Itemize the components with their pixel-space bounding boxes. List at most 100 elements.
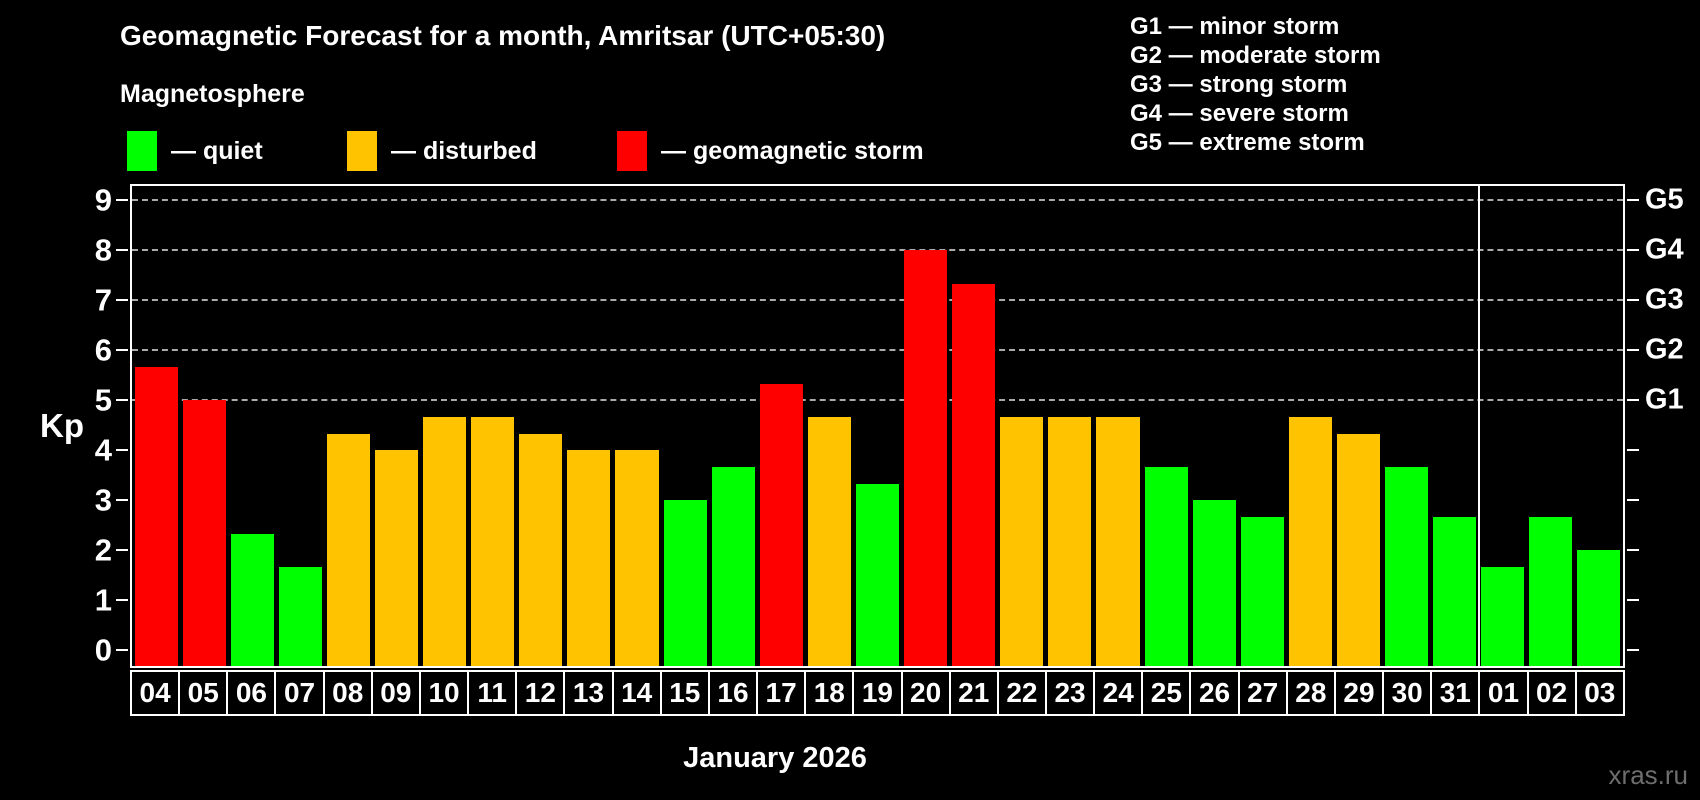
bar-day-18	[807, 416, 851, 666]
bar-day-06	[230, 533, 274, 666]
legend-label-quiet: — quiet	[171, 136, 263, 165]
y-tick-label-5: 5	[94, 382, 112, 418]
day-label-16: 16	[707, 672, 756, 714]
g-scale-label-g5: G5	[1645, 183, 1684, 216]
tick-right-mark-kp-3	[1627, 499, 1639, 501]
day-label-15: 15	[659, 672, 708, 714]
day-label-04: 04	[139, 677, 171, 708]
y-tick-label-3: 3	[94, 482, 112, 518]
bar-day-15	[663, 500, 707, 666]
bar-day-22	[1000, 416, 1044, 666]
g-scale-legend: G1 — minor storm G2 — moderate storm G3 …	[1130, 12, 1381, 157]
gridline-kp-5	[132, 399, 1623, 401]
x-axis-title-month: January 2026	[683, 742, 867, 774]
g-scale-label-g1: G1	[1645, 383, 1684, 416]
day-label-26: 26	[1189, 672, 1237, 714]
day-axis-row: 04 05 06 07 08 09 10 11 12 13 14 15 16 17 18 19 20 21 22 23…	[130, 670, 1625, 716]
day-label-25: 25	[1141, 672, 1189, 714]
legend-label-disturbed: — disturbed	[391, 136, 537, 165]
bar-day-25	[1144, 466, 1188, 666]
y-tick-label-8: 8	[94, 232, 112, 268]
tick-right-mark-kp-9	[1627, 199, 1639, 201]
legend-item-storm: — geomagnetic storm	[617, 130, 924, 172]
day-label-22: 22	[996, 672, 1045, 714]
bar-day-26	[1192, 500, 1236, 666]
day-label-20: 20	[900, 672, 949, 714]
day-label-11: 11	[467, 672, 515, 714]
bar-day-23	[1048, 416, 1092, 666]
bar-day-08	[326, 433, 370, 666]
y-tick-label-1: 1	[94, 582, 112, 618]
bar-day-03	[1577, 550, 1621, 666]
g1-legend-line: G1 — minor storm	[1130, 13, 1340, 40]
month-separator-line	[1477, 186, 1480, 666]
bar-day-28	[1288, 416, 1332, 666]
y-tick-label-2: 2	[94, 532, 112, 568]
day-label-12: 12	[515, 672, 563, 714]
day-label-30: 30	[1382, 672, 1430, 714]
bar-day-07	[278, 566, 322, 666]
y-tick-label-7: 7	[94, 282, 112, 318]
day-label-05: 05	[178, 672, 226, 714]
bar-day-09	[374, 450, 419, 666]
day-label-31: 31	[1430, 672, 1478, 714]
g2-legend-line: G2 — moderate storm	[1130, 42, 1381, 69]
day-label-02: 02	[1526, 672, 1575, 714]
g5-legend-line: G5 — extreme storm	[1130, 129, 1365, 156]
gridline-kp-9	[132, 199, 1623, 201]
tick-left-mark-kp-0	[116, 649, 128, 651]
tick-left-mark-kp-6	[116, 349, 128, 351]
bar-day-24	[1096, 416, 1140, 666]
tick-right-mark-kp-2	[1627, 549, 1639, 551]
bar-day-05	[182, 400, 226, 666]
bar-day-10	[423, 416, 467, 666]
day-label-27: 27	[1237, 672, 1286, 714]
day-label-29: 29	[1333, 672, 1382, 714]
storm-color-swatch	[617, 131, 647, 171]
bar-day-21	[952, 283, 996, 666]
bar-day-16	[711, 466, 755, 666]
bar-day-12	[519, 433, 563, 666]
tick-left-mark-kp-7	[116, 299, 128, 301]
y-tick-label-6: 6	[94, 332, 112, 368]
day-label-13: 13	[563, 672, 611, 714]
tick-right-mark-kp-5	[1627, 399, 1639, 401]
tick-left-mark-kp-1	[116, 599, 128, 601]
y-tick-label-0: 0	[94, 632, 112, 668]
tick-left-mark-kp-8	[116, 249, 128, 251]
subtitle-magnetosphere: Magnetosphere	[120, 80, 305, 108]
disturbed-color-swatch	[347, 131, 377, 171]
bar-day-27	[1240, 516, 1284, 666]
quiet-color-swatch	[127, 131, 157, 171]
y-axis-title-kp: Kp	[40, 407, 84, 444]
tick-right-mark-kp-1	[1627, 599, 1639, 601]
day-label-01: 01	[1478, 672, 1526, 714]
day-label-14: 14	[611, 672, 660, 714]
tick-right-mark-kp-6	[1627, 349, 1639, 351]
bar-day-19	[855, 483, 900, 666]
bar-day-31	[1433, 516, 1477, 666]
bar-day-20	[904, 250, 948, 666]
bar-day-01	[1481, 566, 1525, 666]
day-label-09: 09	[370, 672, 419, 714]
kp-bar-chart: 0 1 2 3 4 5 6 7 8 9 G1 G2 G3 G4 G5	[95, 184, 1684, 668]
legend-item-disturbed: — disturbed	[347, 130, 537, 172]
g-scale-label-g3: G3	[1645, 283, 1684, 316]
y-tick-label-9: 9	[94, 182, 112, 218]
plot-inner: 0 1 2 3 4 5 6 7 8 9 G1 G2 G3 G4 G5	[95, 185, 1684, 666]
g3-legend-line: G3 — strong storm	[1130, 71, 1348, 98]
bar-day-29	[1336, 433, 1380, 666]
tick-left-mark-kp-4	[116, 449, 128, 451]
tick-right-mark-kp-7	[1627, 299, 1639, 301]
bar-day-17	[759, 383, 803, 666]
day-label-18: 18	[804, 672, 852, 714]
legend-label-storm: — geomagnetic storm	[661, 136, 924, 165]
day-label-24: 24	[1093, 672, 1141, 714]
day-label-10: 10	[418, 672, 467, 714]
day-label-08: 08	[322, 672, 371, 714]
tick-right-mark-kp-4	[1627, 449, 1639, 451]
tick-left-mark-kp-9	[116, 199, 128, 201]
legend-item-quiet: — quiet	[127, 130, 263, 172]
gridline-kp-8	[132, 249, 1623, 251]
